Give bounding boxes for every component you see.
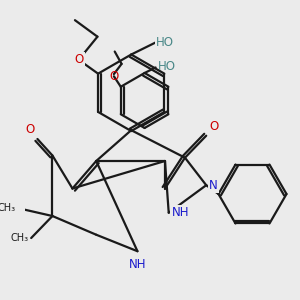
Text: O: O bbox=[26, 123, 35, 136]
Text: O: O bbox=[109, 70, 119, 83]
Text: NH: NH bbox=[172, 206, 189, 219]
Text: N: N bbox=[209, 179, 218, 192]
Text: O: O bbox=[74, 53, 83, 66]
Text: HO: HO bbox=[158, 60, 176, 73]
Text: O: O bbox=[209, 120, 218, 133]
Text: CH₃: CH₃ bbox=[10, 233, 28, 243]
Text: CH₃: CH₃ bbox=[0, 203, 16, 213]
Text: HO: HO bbox=[156, 36, 174, 49]
Text: NH: NH bbox=[129, 258, 146, 271]
